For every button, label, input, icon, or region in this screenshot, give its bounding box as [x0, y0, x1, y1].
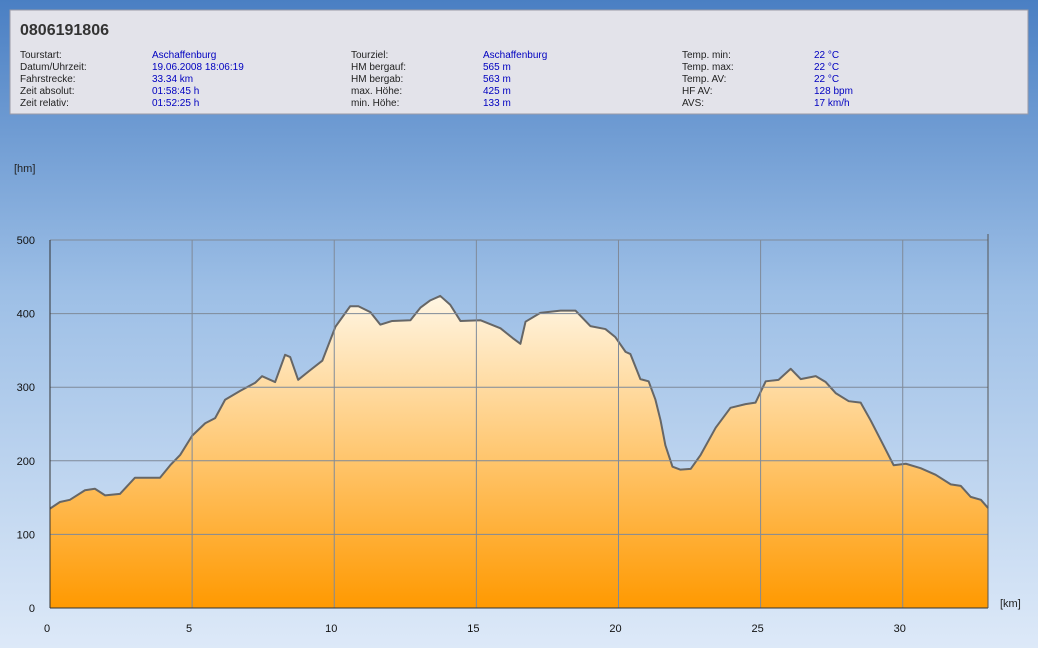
tour-title: 0806191806: [20, 22, 109, 39]
info-label: HF AV:: [682, 86, 713, 97]
info-value: 22 °C: [814, 62, 839, 73]
y-tick-label: 400: [17, 309, 35, 321]
info-value: 01:52:25 h: [152, 98, 199, 109]
x-tick-label: 15: [467, 623, 479, 635]
info-label: HM bergab:: [351, 74, 403, 85]
info-value: 128 bpm: [814, 86, 853, 97]
info-label: Fahrstrecke:: [20, 74, 76, 85]
info-panel: [9, 9, 1029, 115]
info-label: Temp. min:: [682, 50, 731, 61]
info-label: Tourstart:: [20, 50, 62, 61]
x-axis-label: [km]: [1000, 598, 1021, 610]
y-tick-label: 0: [29, 603, 35, 615]
info-value: 19.06.2008 18:06:19: [152, 62, 244, 73]
info-value: 425 m: [483, 86, 511, 97]
y-tick-label: 300: [17, 382, 35, 394]
x-tick-label: 20: [609, 623, 621, 635]
info-value: 22 °C: [814, 74, 839, 85]
info-label: AVS:: [682, 98, 704, 109]
info-label: min. Höhe:: [351, 98, 399, 109]
x-tick-label: 30: [894, 623, 906, 635]
x-tick-label: 0: [44, 623, 50, 635]
y-axis-label: [hm]: [14, 163, 35, 175]
area-fill: [50, 295, 988, 608]
info-label: Datum/Uhrzeit:: [20, 62, 87, 73]
info-label: Zeit relativ:: [20, 98, 69, 109]
info-label: Tourziel:: [351, 50, 388, 61]
info-value: 563 m: [483, 74, 511, 85]
info-label: Zeit absolut:: [20, 86, 74, 97]
info-value: 565 m: [483, 62, 511, 73]
info-label: max. Höhe:: [351, 86, 402, 97]
y-tick-label: 100: [17, 529, 35, 541]
x-tick-label: 10: [325, 623, 337, 635]
info-label: Temp. AV:: [682, 74, 726, 85]
elevation-line: [49, 294, 989, 510]
info-label: Temp. max:: [682, 62, 734, 73]
info-value: 01:58:45 h: [152, 86, 199, 97]
y-tick-label: 200: [17, 456, 35, 468]
info-value: 22 °C: [814, 50, 839, 61]
info-value: 33.34 km: [152, 74, 193, 85]
info-value: 133 m: [483, 98, 511, 109]
info-label: HM bergauf:: [351, 62, 406, 73]
info-value: Aschaffenburg: [483, 50, 547, 61]
x-tick-label: 25: [751, 623, 763, 635]
info-value: 17 km/h: [814, 98, 850, 109]
info-value: Aschaffenburg: [152, 50, 216, 61]
y-tick-label: 500: [17, 235, 35, 247]
x-tick-label: 5: [186, 623, 192, 635]
